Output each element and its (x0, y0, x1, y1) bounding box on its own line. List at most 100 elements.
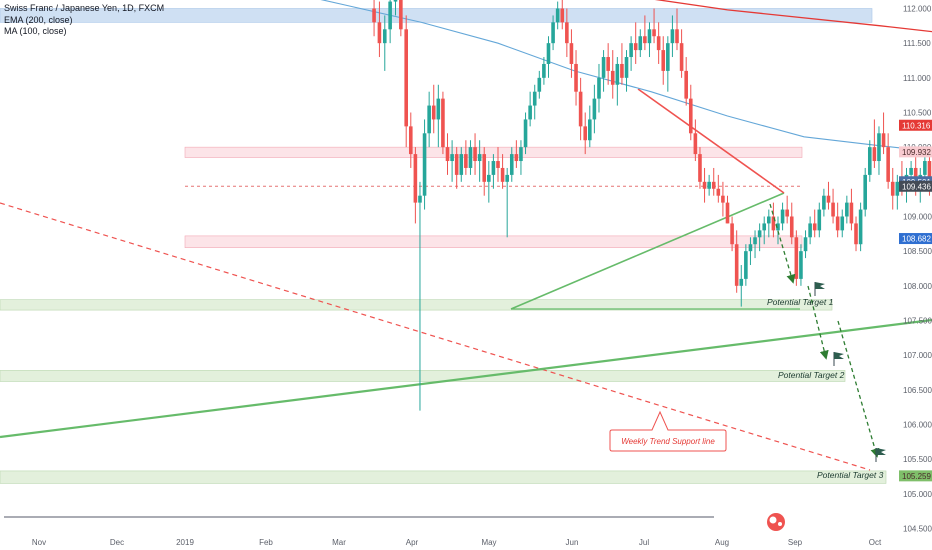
candle (730, 216, 734, 252)
candle (812, 209, 817, 238)
candle-body (615, 63, 620, 85)
candle (748, 237, 753, 266)
candle-body (886, 147, 890, 182)
candle (647, 22, 652, 58)
candle (519, 140, 523, 175)
indicator-ema-label: EMA (200, close) (4, 14, 73, 25)
candle (725, 195, 730, 224)
price-tag-bg (899, 470, 932, 482)
candle-body (776, 223, 780, 231)
y-tick-label: 107.000 (903, 351, 932, 360)
candle-body (601, 57, 606, 78)
target-zone-2 (0, 370, 846, 382)
candle-body (698, 154, 702, 182)
triangle-resistance-line (637, 88, 785, 194)
candle (546, 36, 551, 78)
candle-body (739, 278, 744, 286)
target-zone-3 (0, 470, 887, 484)
candle (895, 174, 900, 210)
flag-cloth (815, 282, 825, 289)
candle (849, 188, 854, 231)
candle (794, 230, 799, 286)
candle-body (464, 154, 468, 168)
candle (670, 15, 675, 58)
candle-body (679, 43, 684, 71)
candle (523, 112, 528, 155)
candle (789, 202, 794, 245)
y-tick-label: 111.500 (903, 39, 931, 48)
price-tag-bg (899, 146, 932, 158)
candle-body (730, 223, 734, 245)
candle (863, 167, 867, 217)
candle (780, 202, 785, 231)
long-term-uptrend-line (0, 318, 932, 439)
callout-box (609, 410, 727, 452)
target-zone-1 (0, 299, 833, 311)
candle-body (445, 147, 450, 162)
triangle-support-line (510, 192, 785, 310)
candle (858, 202, 863, 252)
candle-body (551, 22, 555, 44)
target-1-label: Potential Target 1 (767, 297, 834, 307)
candle (445, 133, 450, 175)
price-tag-bg (899, 233, 932, 245)
x-tick-label: Aug (715, 538, 729, 547)
candle-body (725, 202, 730, 224)
candle-body (482, 154, 487, 182)
candle-body (399, 0, 403, 30)
candle-body (748, 244, 753, 252)
candle-body (555, 8, 560, 23)
candle-body (849, 202, 854, 224)
candle (835, 202, 840, 238)
y-tick-label: 108.500 (903, 247, 932, 256)
candle-body (436, 98, 441, 120)
candle-body (408, 126, 413, 155)
candle-body (675, 29, 679, 44)
x-tick-label: Dec (110, 538, 124, 547)
candle-body (771, 216, 776, 231)
candle (393, 0, 398, 16)
candle (776, 216, 780, 245)
ema-200-line (654, 0, 932, 33)
candle (688, 84, 693, 141)
candle (877, 126, 881, 175)
y-tick-label: 109.000 (903, 212, 932, 221)
y-tick-label: 106.000 (903, 420, 932, 429)
candle-body (542, 63, 546, 78)
candle-body (647, 29, 652, 44)
candle-body (624, 57, 629, 78)
candle (382, 15, 387, 71)
candle (744, 244, 748, 286)
candle (808, 216, 812, 245)
candle (441, 91, 445, 155)
x-tick-label: Apr (406, 538, 419, 547)
candle-body (496, 161, 500, 168)
candle-body (418, 195, 422, 203)
time-axis-layer: Nov Dec 2019 Feb Mar Apr May Jun Jul Aug Sep Oct (32, 538, 882, 547)
y-tick-label: 111.000 (903, 74, 931, 83)
chart-legend: Swiss Franc / Japanese Yen, 1D, FXCM EMA… (4, 3, 164, 38)
x-tick-label: Oct (869, 538, 882, 547)
candle-body (468, 147, 473, 168)
callout-shape (609, 410, 727, 452)
candle (767, 209, 771, 238)
candle-body (845, 202, 849, 217)
candle-body (799, 251, 803, 279)
candle-body (610, 70, 615, 85)
candle (753, 230, 757, 259)
price-tag: 110.316 (899, 119, 932, 131)
candle (739, 265, 744, 307)
candle-body (565, 22, 569, 44)
candle (872, 119, 877, 168)
y-tick-label: 107.500 (903, 316, 932, 325)
y-tick-label: 108.000 (903, 282, 932, 291)
candle (597, 63, 601, 113)
candle-body (895, 181, 900, 196)
candle (431, 84, 436, 134)
candle-body (794, 237, 799, 279)
candle-body (744, 251, 748, 279)
candle (464, 140, 468, 175)
candle (574, 50, 578, 106)
candle-body (477, 154, 482, 162)
candle-body (656, 36, 661, 51)
